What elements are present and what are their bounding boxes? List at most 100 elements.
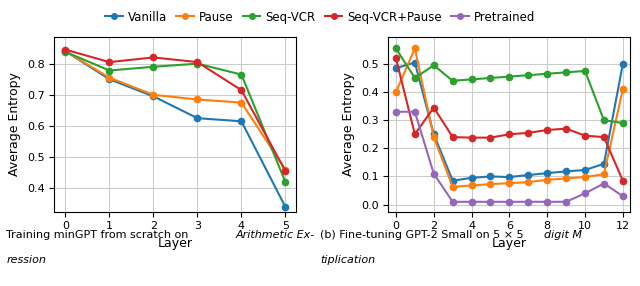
Seq-VCR+Pause bbox=[106, 60, 113, 64]
Seq-VCR+Pause bbox=[581, 134, 589, 137]
Seq-VCR+Pause bbox=[563, 127, 570, 130]
Pause bbox=[486, 182, 494, 186]
Vanilla bbox=[106, 78, 113, 81]
Vanilla bbox=[619, 62, 627, 65]
Pause bbox=[468, 184, 476, 187]
Seq-VCR bbox=[524, 74, 532, 77]
Seq-VCR+Pause bbox=[193, 60, 201, 64]
Seq-VCR bbox=[486, 76, 494, 80]
Line: Seq-VCR+Pause: Seq-VCR+Pause bbox=[393, 55, 626, 184]
Pause bbox=[563, 177, 570, 180]
Text: Arithmetic Ex-: Arithmetic Ex- bbox=[236, 230, 315, 240]
Vanilla bbox=[506, 175, 513, 179]
Vanilla bbox=[581, 168, 589, 172]
Pretrained bbox=[411, 110, 419, 114]
Seq-VCR+Pause bbox=[619, 179, 627, 182]
Seq-VCR+Pause bbox=[150, 56, 157, 59]
Pause bbox=[581, 175, 589, 179]
Vanilla bbox=[524, 173, 532, 177]
Vanilla bbox=[486, 175, 494, 178]
Pretrained bbox=[581, 192, 589, 195]
Pause bbox=[193, 98, 201, 101]
Pause bbox=[106, 76, 113, 80]
Pretrained bbox=[563, 200, 570, 204]
Text: digit M: digit M bbox=[544, 230, 582, 240]
Seq-VCR+Pause bbox=[411, 132, 419, 136]
Seq-VCR bbox=[543, 72, 551, 76]
Line: Seq-VCR: Seq-VCR bbox=[393, 45, 626, 126]
Vanilla bbox=[237, 120, 245, 123]
Seq-VCR bbox=[237, 73, 245, 76]
Seq-VCR bbox=[282, 180, 289, 184]
Line: Seq-VCR: Seq-VCR bbox=[62, 49, 289, 185]
Vanilla bbox=[193, 116, 201, 120]
Vanilla bbox=[150, 95, 157, 98]
Pretrained bbox=[506, 200, 513, 204]
Pause bbox=[411, 47, 419, 50]
Pause bbox=[150, 93, 157, 97]
Seq-VCR+Pause bbox=[237, 88, 245, 92]
Seq-VCR bbox=[581, 69, 589, 73]
Vanilla bbox=[468, 176, 476, 180]
X-axis label: Layer: Layer bbox=[158, 237, 193, 250]
Seq-VCR+Pause bbox=[392, 57, 400, 60]
Pause bbox=[600, 172, 608, 176]
Seq-VCR+Pause bbox=[282, 169, 289, 173]
Seq-VCR bbox=[106, 69, 113, 72]
Pretrained bbox=[600, 182, 608, 185]
Seq-VCR+Pause bbox=[430, 106, 438, 109]
Y-axis label: Average Entropy: Average Entropy bbox=[342, 72, 355, 176]
Seq-VCR bbox=[150, 65, 157, 68]
Seq-VCR bbox=[392, 47, 400, 50]
Seq-VCR+Pause bbox=[468, 136, 476, 139]
Text: tiplication: tiplication bbox=[320, 255, 375, 265]
Seq-VCR+Pause bbox=[543, 128, 551, 132]
Line: Pretrained: Pretrained bbox=[393, 109, 626, 205]
Vanilla bbox=[61, 49, 69, 53]
Seq-VCR+Pause bbox=[486, 136, 494, 139]
Pause bbox=[392, 90, 400, 94]
Pause bbox=[237, 101, 245, 104]
Pause bbox=[449, 185, 456, 188]
Vanilla bbox=[563, 170, 570, 173]
Pause bbox=[619, 88, 627, 91]
Pause bbox=[61, 49, 69, 53]
Line: Pause: Pause bbox=[393, 45, 626, 190]
Pause bbox=[524, 180, 532, 184]
Vanilla bbox=[411, 61, 419, 64]
Pretrained bbox=[486, 200, 494, 204]
Seq-VCR+Pause bbox=[524, 131, 532, 135]
Seq-VCR bbox=[506, 75, 513, 78]
Seq-VCR bbox=[193, 62, 201, 65]
Vanilla bbox=[430, 132, 438, 136]
Seq-VCR bbox=[430, 63, 438, 67]
Pause bbox=[282, 168, 289, 171]
Vanilla bbox=[449, 179, 456, 182]
Seq-VCR+Pause bbox=[600, 135, 608, 139]
Seq-VCR bbox=[600, 118, 608, 122]
Pretrained bbox=[430, 172, 438, 175]
Seq-VCR+Pause bbox=[61, 48, 69, 51]
Pretrained bbox=[392, 110, 400, 114]
Seq-VCR bbox=[61, 50, 69, 53]
Seq-VCR+Pause bbox=[506, 132, 513, 136]
Vanilla bbox=[543, 171, 551, 175]
Text: (b) Fine-tuning GPT-2 Small on 5 × 5: (b) Fine-tuning GPT-2 Small on 5 × 5 bbox=[320, 230, 527, 240]
Text: Training minGPT from scratch on: Training minGPT from scratch on bbox=[6, 230, 192, 240]
Seq-VCR bbox=[563, 71, 570, 74]
X-axis label: Layer: Layer bbox=[492, 237, 527, 250]
Line: Vanilla: Vanilla bbox=[62, 48, 289, 210]
Pretrained bbox=[449, 200, 456, 204]
Seq-VCR bbox=[468, 78, 476, 81]
Pretrained bbox=[468, 200, 476, 204]
Pause bbox=[430, 135, 438, 139]
Pause bbox=[506, 182, 513, 185]
Line: Pause: Pause bbox=[62, 48, 289, 173]
Vanilla bbox=[282, 205, 289, 209]
Vanilla bbox=[600, 162, 608, 166]
Legend: Vanilla, Pause, Seq-VCR, Seq-VCR+Pause, Pretrained: Vanilla, Pause, Seq-VCR, Seq-VCR+Pause, … bbox=[100, 6, 540, 28]
Line: Seq-VCR+Pause: Seq-VCR+Pause bbox=[62, 47, 289, 174]
Seq-VCR bbox=[619, 121, 627, 125]
Seq-VCR bbox=[411, 76, 419, 80]
Y-axis label: Average Entropy: Average Entropy bbox=[8, 72, 21, 176]
